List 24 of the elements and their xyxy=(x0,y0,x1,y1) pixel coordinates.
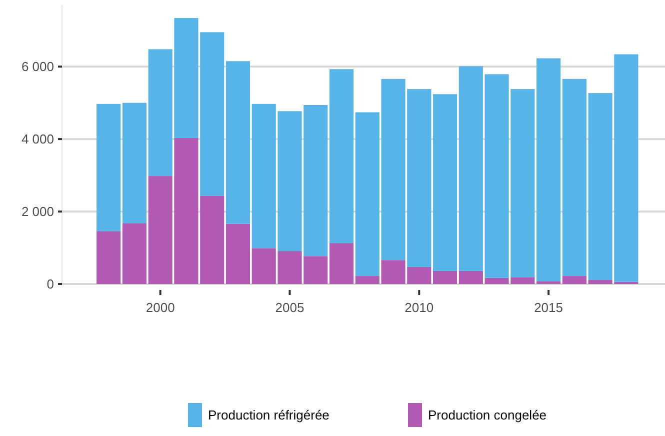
x-tick-label: 2010 xyxy=(404,300,434,315)
bar xyxy=(536,58,561,282)
bar xyxy=(329,69,354,244)
bar xyxy=(562,276,586,284)
bar xyxy=(96,231,121,284)
bar xyxy=(226,224,250,284)
y-tick-label: 6 000 xyxy=(21,59,54,74)
x-tick-label: 2015 xyxy=(534,300,563,315)
bar xyxy=(329,243,354,284)
bar xyxy=(432,94,458,271)
legend-label: Production réfrigérée xyxy=(208,408,330,423)
y-tick-label: 2 000 xyxy=(21,204,54,220)
bar xyxy=(122,102,146,224)
bar xyxy=(536,281,561,284)
bar xyxy=(432,270,458,284)
bar xyxy=(122,223,146,284)
x-tick-label: 2005 xyxy=(275,300,304,315)
bar xyxy=(226,61,250,224)
y-tick-label: 0 xyxy=(46,276,54,292)
bar xyxy=(96,104,121,232)
legend-label: Production congelée xyxy=(428,408,547,423)
y-tick-label: 4 000 xyxy=(21,132,54,147)
x-tick-label: 2000 xyxy=(146,300,175,315)
bar xyxy=(562,78,586,276)
